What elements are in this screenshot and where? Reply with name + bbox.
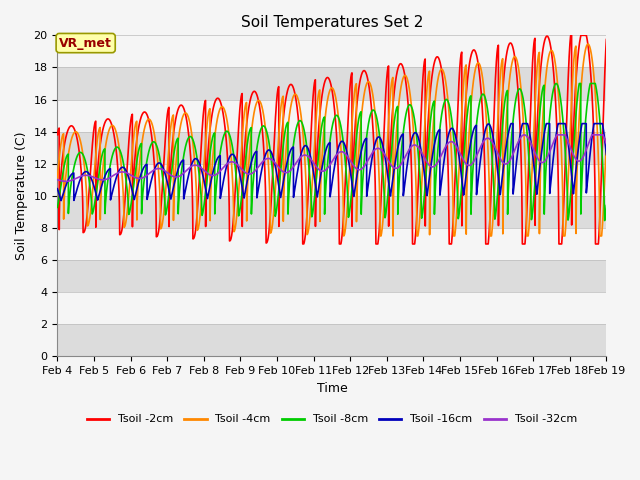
Bar (58, 260, 606, 292)
Bar (58, 132, 606, 164)
Bar (58, 67, 606, 99)
Bar (58, 228, 606, 260)
Bar (58, 99, 606, 132)
Bar (58, 324, 606, 356)
Bar (58, 292, 606, 324)
Bar (58, 196, 606, 228)
Text: VR_met: VR_met (60, 36, 112, 49)
Bar (58, 36, 606, 67)
Title: Soil Temperatures Set 2: Soil Temperatures Set 2 (241, 15, 423, 30)
Bar (58, 164, 606, 196)
X-axis label: Time: Time (317, 382, 348, 395)
Legend: Tsoil -2cm, Tsoil -4cm, Tsoil -8cm, Tsoil -16cm, Tsoil -32cm: Tsoil -2cm, Tsoil -4cm, Tsoil -8cm, Tsoi… (83, 410, 581, 429)
Y-axis label: Soil Temperature (C): Soil Temperature (C) (15, 132, 28, 260)
